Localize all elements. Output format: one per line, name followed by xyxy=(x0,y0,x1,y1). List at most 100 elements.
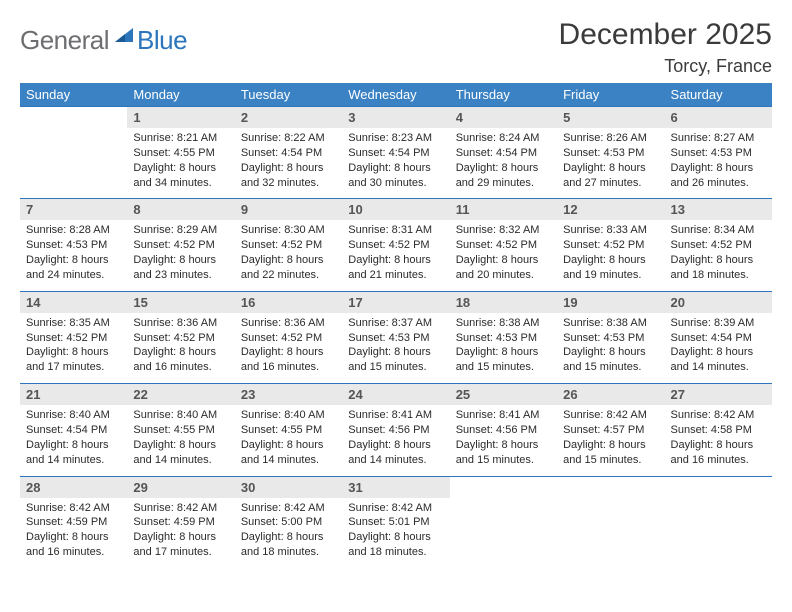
day-number: 27 xyxy=(665,384,772,406)
daylight-text-2: and 18 minutes. xyxy=(348,545,443,560)
sunrise-text: Sunrise: 8:41 AM xyxy=(456,408,551,423)
dayhdr-sun: Sunday xyxy=(20,83,127,107)
sunset-text: Sunset: 4:52 PM xyxy=(671,238,766,253)
title-block: December 2025 Torcy, France xyxy=(559,18,772,77)
day-cell: Sunrise: 8:26 AMSunset: 4:53 PMDaylight:… xyxy=(557,128,664,199)
daylight-text-2: and 16 minutes. xyxy=(241,360,336,375)
sunrise-text: Sunrise: 8:30 AM xyxy=(241,223,336,238)
day-cell: Sunrise: 8:38 AMSunset: 4:53 PMDaylight:… xyxy=(450,313,557,384)
sunset-text: Sunset: 4:53 PM xyxy=(456,331,551,346)
day-cell xyxy=(20,128,127,199)
daylight-text-1: Daylight: 8 hours xyxy=(456,253,551,268)
day-cell: Sunrise: 8:42 AMSunset: 5:01 PMDaylight:… xyxy=(342,498,449,568)
daylight-text-1: Daylight: 8 hours xyxy=(133,345,228,360)
sunrise-text: Sunrise: 8:40 AM xyxy=(133,408,228,423)
daylight-text-1: Daylight: 8 hours xyxy=(563,345,658,360)
sunset-text: Sunset: 4:53 PM xyxy=(671,146,766,161)
sunset-text: Sunset: 4:52 PM xyxy=(26,331,121,346)
sunset-text: Sunset: 4:52 PM xyxy=(133,331,228,346)
daylight-text-1: Daylight: 8 hours xyxy=(671,438,766,453)
day-number: 2 xyxy=(235,107,342,129)
sunset-text: Sunset: 4:52 PM xyxy=(133,238,228,253)
day-number: 14 xyxy=(20,291,127,313)
day-cell: Sunrise: 8:42 AMSunset: 4:59 PMDaylight:… xyxy=(127,498,234,568)
daylight-text-2: and 17 minutes. xyxy=(26,360,121,375)
sunrise-text: Sunrise: 8:42 AM xyxy=(241,501,336,516)
sunrise-text: Sunrise: 8:33 AM xyxy=(563,223,658,238)
daylight-text-1: Daylight: 8 hours xyxy=(241,345,336,360)
day-number: 4 xyxy=(450,107,557,129)
daylight-text-1: Daylight: 8 hours xyxy=(241,253,336,268)
day-content-row: Sunrise: 8:28 AMSunset: 4:53 PMDaylight:… xyxy=(20,220,772,291)
day-cell: Sunrise: 8:34 AMSunset: 4:52 PMDaylight:… xyxy=(665,220,772,291)
day-number: 18 xyxy=(450,291,557,313)
daylight-text-1: Daylight: 8 hours xyxy=(26,345,121,360)
sunrise-text: Sunrise: 8:37 AM xyxy=(348,316,443,331)
daylight-text-2: and 23 minutes. xyxy=(133,268,228,283)
day-cell: Sunrise: 8:36 AMSunset: 4:52 PMDaylight:… xyxy=(235,313,342,384)
day-number: 6 xyxy=(665,107,772,129)
daylight-text-2: and 16 minutes. xyxy=(133,360,228,375)
sunset-text: Sunset: 4:52 PM xyxy=(456,238,551,253)
day-content-row: Sunrise: 8:42 AMSunset: 4:59 PMDaylight:… xyxy=(20,498,772,568)
sunrise-text: Sunrise: 8:26 AM xyxy=(563,131,658,146)
sunset-text: Sunset: 4:53 PM xyxy=(563,331,658,346)
day-number: 19 xyxy=(557,291,664,313)
day-cell: Sunrise: 8:42 AMSunset: 5:00 PMDaylight:… xyxy=(235,498,342,568)
day-number: 29 xyxy=(127,476,234,498)
sunset-text: Sunset: 4:53 PM xyxy=(348,331,443,346)
sunrise-text: Sunrise: 8:31 AM xyxy=(348,223,443,238)
day-number xyxy=(450,476,557,498)
daylight-text-2: and 14 minutes. xyxy=(26,453,121,468)
sunrise-text: Sunrise: 8:23 AM xyxy=(348,131,443,146)
day-number xyxy=(665,476,772,498)
sunrise-text: Sunrise: 8:36 AM xyxy=(133,316,228,331)
daylight-text-2: and 14 minutes. xyxy=(241,453,336,468)
sunrise-text: Sunrise: 8:42 AM xyxy=(348,501,443,516)
daylight-text-2: and 34 minutes. xyxy=(133,176,228,191)
sunset-text: Sunset: 4:59 PM xyxy=(133,515,228,530)
sunset-text: Sunset: 4:52 PM xyxy=(348,238,443,253)
header: General Blue December 2025 Torcy, France xyxy=(20,18,772,77)
dayhdr-thu: Thursday xyxy=(450,83,557,107)
day-number: 9 xyxy=(235,199,342,221)
day-number: 10 xyxy=(342,199,449,221)
day-cell: Sunrise: 8:35 AMSunset: 4:52 PMDaylight:… xyxy=(20,313,127,384)
day-cell: Sunrise: 8:42 AMSunset: 4:58 PMDaylight:… xyxy=(665,405,772,476)
sunrise-text: Sunrise: 8:39 AM xyxy=(671,316,766,331)
sunset-text: Sunset: 4:58 PM xyxy=(671,423,766,438)
day-number: 3 xyxy=(342,107,449,129)
day-number: 26 xyxy=(557,384,664,406)
sunrise-text: Sunrise: 8:36 AM xyxy=(241,316,336,331)
day-number: 30 xyxy=(235,476,342,498)
daylight-text-1: Daylight: 8 hours xyxy=(563,253,658,268)
day-cell: Sunrise: 8:40 AMSunset: 4:55 PMDaylight:… xyxy=(127,405,234,476)
daylight-text-2: and 15 minutes. xyxy=(348,360,443,375)
daylight-text-2: and 21 minutes. xyxy=(348,268,443,283)
daynum-row: 21222324252627 xyxy=(20,384,772,406)
daylight-text-2: and 27 minutes. xyxy=(563,176,658,191)
day-number: 31 xyxy=(342,476,449,498)
daylight-text-1: Daylight: 8 hours xyxy=(671,345,766,360)
day-cell: Sunrise: 8:30 AMSunset: 4:52 PMDaylight:… xyxy=(235,220,342,291)
daylight-text-1: Daylight: 8 hours xyxy=(456,438,551,453)
day-number: 16 xyxy=(235,291,342,313)
daylight-text-1: Daylight: 8 hours xyxy=(26,438,121,453)
day-cell: Sunrise: 8:22 AMSunset: 4:54 PMDaylight:… xyxy=(235,128,342,199)
sunset-text: Sunset: 4:52 PM xyxy=(241,238,336,253)
daylight-text-2: and 19 minutes. xyxy=(563,268,658,283)
day-cell: Sunrise: 8:41 AMSunset: 4:56 PMDaylight:… xyxy=(450,405,557,476)
daylight-text-1: Daylight: 8 hours xyxy=(671,253,766,268)
daylight-text-1: Daylight: 8 hours xyxy=(456,161,551,176)
day-number: 15 xyxy=(127,291,234,313)
daylight-text-2: and 15 minutes. xyxy=(456,453,551,468)
daylight-text-2: and 14 minutes. xyxy=(671,360,766,375)
daylight-text-2: and 32 minutes. xyxy=(241,176,336,191)
day-cell: Sunrise: 8:37 AMSunset: 4:53 PMDaylight:… xyxy=(342,313,449,384)
day-cell: Sunrise: 8:39 AMSunset: 4:54 PMDaylight:… xyxy=(665,313,772,384)
daylight-text-2: and 15 minutes. xyxy=(563,453,658,468)
sunrise-text: Sunrise: 8:32 AM xyxy=(456,223,551,238)
sunrise-text: Sunrise: 8:42 AM xyxy=(26,501,121,516)
daylight-text-2: and 18 minutes. xyxy=(241,545,336,560)
sunrise-text: Sunrise: 8:42 AM xyxy=(563,408,658,423)
